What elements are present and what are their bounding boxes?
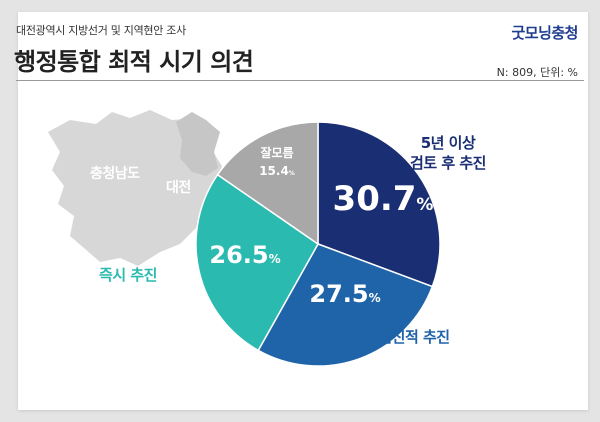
pie-slice-gradual	[257, 243, 434, 367]
pie-slice-unsure	[216, 121, 319, 246]
region-map: 충청남도 대전	[48, 110, 226, 266]
pie-category-label-five-year-review: 검토 후 추진	[410, 154, 486, 172]
pie-value-label-gradual: 27.5%	[309, 280, 380, 308]
sample-note: N: 809, 단위: %	[496, 66, 578, 79]
pie-slice-immediate	[195, 173, 319, 352]
pie-category-label-five-year-review: 5년 이상	[421, 134, 476, 152]
pie-category-label-immediate: 즉시 추진	[99, 266, 157, 284]
brand-logo: 굿모닝충청	[511, 24, 578, 42]
pie-value-label-five-year-review: 30.7%	[333, 179, 434, 219]
pie-slice-five-year-review	[317, 121, 441, 288]
survey-subtitle: 대전광역시 지방선거 및 지역현안 조사	[16, 24, 186, 37]
pie-value-label-unsure: 15.4%	[259, 164, 295, 178]
daejeon-map-shape	[176, 112, 220, 176]
title-divider	[16, 80, 584, 81]
pie-value-label-immediate: 26.5%	[209, 241, 280, 269]
map-label-chungnam: 충청남도	[90, 165, 140, 182]
chart-title: 행정통합 최적 시기 의견	[14, 48, 254, 76]
pie-slices	[195, 121, 441, 367]
map-label-daejeon: 대전	[166, 179, 191, 196]
pie-category-label-unsure: 잘모름	[260, 145, 293, 160]
pie-category-label-gradual: 점진적 추진	[378, 328, 449, 346]
